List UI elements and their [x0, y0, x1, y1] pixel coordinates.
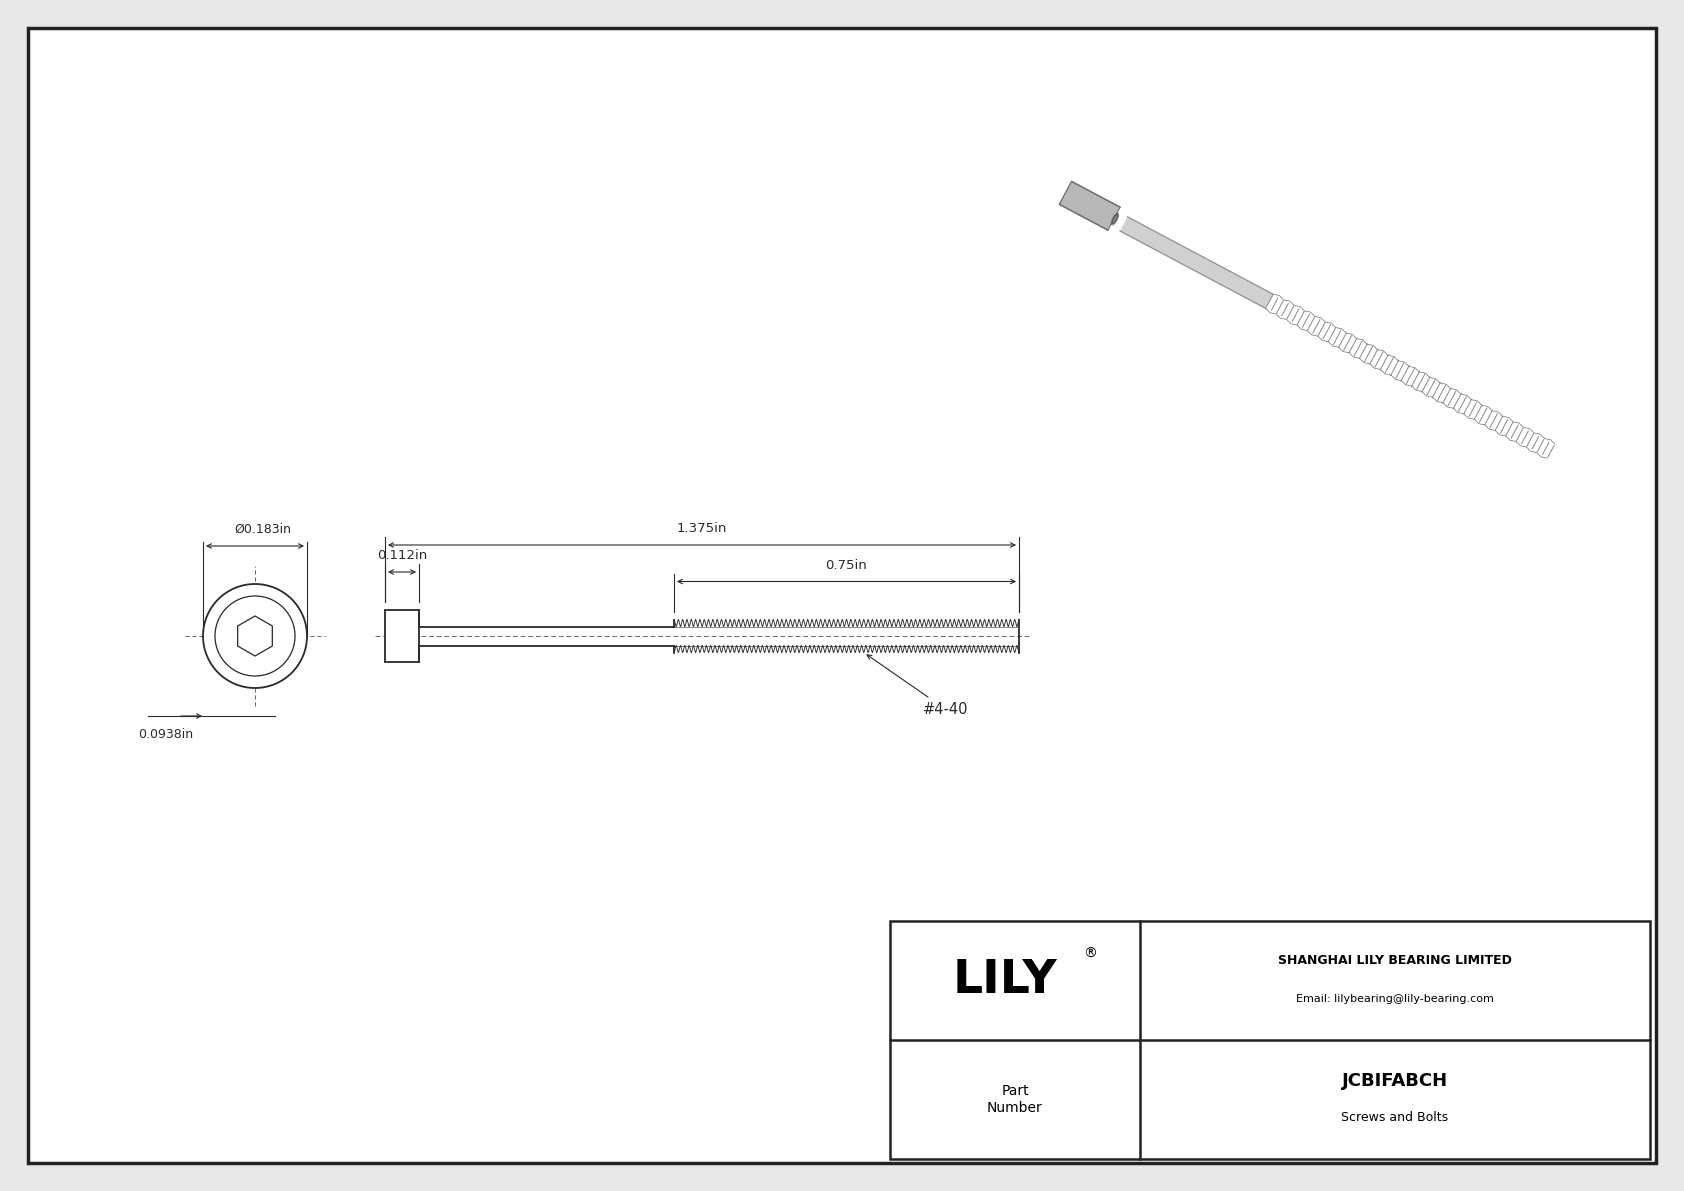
Text: Part
Number: Part Number [987, 1084, 1042, 1115]
Text: 0.0938in: 0.0938in [138, 728, 194, 741]
Text: Ø0.183in: Ø0.183in [234, 523, 291, 536]
Bar [891, 921, 1650, 1159]
Text: LILY: LILY [953, 958, 1058, 1003]
Text: #4-40: #4-40 [867, 655, 968, 717]
Polygon shape [1059, 181, 1120, 230]
Polygon shape [1111, 214, 1118, 224]
Bar [386, 610, 419, 662]
Text: ®: ® [1083, 947, 1096, 960]
Text: SHANGHAI LILY BEARING LIMITED: SHANGHAI LILY BEARING LIMITED [1278, 954, 1512, 967]
Text: JCBIFABCH: JCBIFABCH [1342, 1073, 1448, 1091]
Polygon shape [1120, 217, 1273, 308]
Text: Email: lilybearing@lily-bearing.com: Email: lilybearing@lily-bearing.com [1297, 993, 1494, 1004]
Polygon shape [1059, 181, 1073, 205]
Polygon shape [237, 616, 273, 656]
Circle shape [204, 584, 306, 688]
Circle shape [216, 596, 295, 676]
Text: 1.375in: 1.375in [677, 522, 727, 535]
Text: Screws and Bolts: Screws and Bolts [1342, 1111, 1448, 1124]
Text: 0.112in: 0.112in [377, 549, 428, 562]
Text: 0.75in: 0.75in [825, 559, 867, 572]
